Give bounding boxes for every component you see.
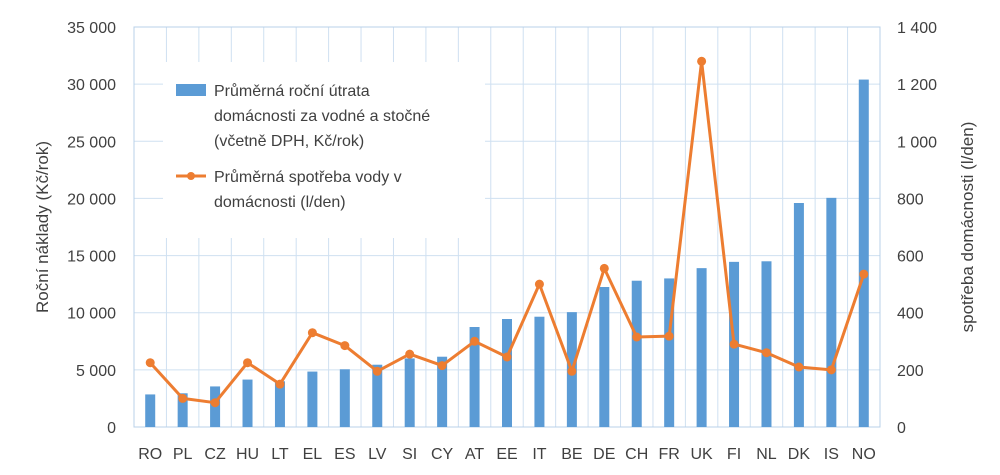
line-point — [437, 361, 447, 371]
line-point — [243, 358, 253, 368]
line-series — [145, 56, 869, 408]
x-axis-tick-label: DK — [788, 446, 811, 463]
bar — [404, 358, 415, 427]
line-point — [859, 269, 869, 279]
bar — [599, 287, 610, 427]
line-point — [470, 336, 480, 346]
line-point — [405, 349, 415, 359]
right-axis-ticks: 0 200 400 600 800 1 000 1 200 1 400 — [897, 20, 937, 437]
line-point — [794, 362, 804, 372]
line-point — [145, 358, 155, 368]
line-point — [210, 398, 220, 408]
x-axis-tick-label: EL — [303, 446, 323, 463]
legend-bar-swatch — [176, 84, 206, 96]
left-axis-title: Roční náklady (Kč/rok) — [33, 141, 52, 313]
x-axis-tick-label: FI — [727, 446, 741, 463]
legend-bar-label-line-1: Průměrná roční útrata — [214, 82, 370, 100]
line-point — [178, 393, 188, 403]
left-axis-tick-label: 35 000 — [67, 20, 116, 37]
line-point — [697, 56, 707, 66]
line-point — [372, 366, 382, 376]
bar — [534, 316, 545, 427]
right-axis-tick-label: 1 200 — [897, 77, 937, 94]
x-axis-tick-label: CY — [431, 446, 454, 463]
x-axis-tick-label: SI — [402, 446, 417, 463]
bar — [793, 203, 804, 427]
bar — [145, 394, 156, 427]
x-axis-tick-label: CH — [625, 446, 648, 463]
line-point — [599, 263, 609, 273]
x-axis-tick-label: NO — [852, 446, 876, 463]
x-axis-tick-label: AT — [465, 446, 484, 463]
x-axis-tick-label: UK — [690, 446, 713, 463]
right-axis-tick-label: 1 400 — [897, 20, 937, 37]
legend-line-label-line-1: Průměrná spotřeba vody v — [214, 168, 402, 186]
bar — [242, 379, 253, 427]
bar — [631, 280, 642, 427]
x-axis-tick-label: CZ — [204, 446, 226, 463]
right-axis-tick-label: 600 — [897, 249, 924, 266]
bar — [372, 364, 383, 427]
legend-background — [163, 62, 485, 238]
line-point — [534, 279, 544, 289]
left-axis-tick-label: 5 000 — [76, 363, 116, 380]
right-axis-tick-label: 400 — [897, 306, 924, 323]
bar — [339, 369, 350, 427]
legend-bar-label-line-2: domácnosti za vodné a stočné — [214, 108, 430, 125]
x-axis-tick-label: LV — [368, 446, 387, 463]
legend: Průměrná roční útrata domácnosti za vodn… — [163, 62, 485, 238]
bar — [502, 319, 512, 427]
legend-line-marker — [187, 172, 195, 180]
bar — [177, 393, 188, 427]
x-axis-tick-label: IT — [532, 446, 546, 463]
x-axis-tick-label: FR — [659, 446, 680, 463]
line-point — [729, 339, 739, 349]
left-axis-tick-label: 10 000 — [67, 306, 116, 323]
line-point — [664, 331, 674, 341]
left-axis-tick-label: 20 000 — [67, 191, 116, 208]
line-point — [567, 366, 577, 376]
bar — [858, 79, 869, 428]
line-point — [502, 352, 512, 362]
x-axis-tick-label: BE — [561, 446, 582, 463]
line-point — [826, 365, 836, 375]
line-point — [761, 348, 771, 358]
x-axis-ticks: RO PL CZ HU LT EL ES LV SI CY AT EE IT BE DE CH FR UK FI NL… — [138, 446, 876, 463]
left-axis-tick-label: 25 000 — [67, 134, 116, 151]
right-axis-tick-label: 1 000 — [897, 134, 937, 151]
right-axis-title: spotřeba domácnosti (l/den) — [958, 122, 977, 333]
bar — [696, 268, 707, 427]
bar — [826, 197, 837, 427]
line-point — [307, 328, 317, 338]
right-axis-tick-label: 0 — [897, 420, 906, 437]
left-axis-tick-label: 0 — [107, 420, 116, 437]
x-axis-tick-label: IS — [824, 446, 839, 463]
line-point — [340, 341, 350, 351]
x-axis-tick-label: HU — [236, 446, 259, 463]
left-axis-tick-label: 30 000 — [67, 77, 116, 94]
bar — [664, 278, 675, 427]
x-axis-tick-label: RO — [138, 446, 162, 463]
x-axis-tick-label: ES — [334, 446, 355, 463]
right-axis-tick-label: 800 — [897, 191, 924, 208]
legend-line-label-line-2: domácnosti (l/den) — [214, 194, 346, 211]
left-axis-tick-label: 15 000 — [67, 249, 116, 266]
legend-bar-label-line-3: (včetně DPH, Kč/rok) — [214, 133, 364, 150]
bar — [307, 371, 318, 427]
x-axis-tick-label: EE — [496, 446, 517, 463]
line-point — [275, 379, 285, 389]
x-axis-tick-label: PL — [173, 446, 193, 463]
left-axis-ticks: 0 5 000 10 000 15 000 20 000 25 000 30 000 35 0… — [67, 20, 116, 437]
line-point — [632, 332, 642, 342]
x-axis-tick-label: DE — [593, 446, 615, 463]
x-axis-tick-label: NL — [756, 446, 777, 463]
right-axis-tick-label: 200 — [897, 363, 924, 380]
bar — [437, 356, 448, 427]
bar — [761, 261, 772, 427]
x-axis-tick-label: LT — [271, 446, 289, 463]
bar — [469, 327, 480, 427]
bar — [274, 381, 285, 427]
